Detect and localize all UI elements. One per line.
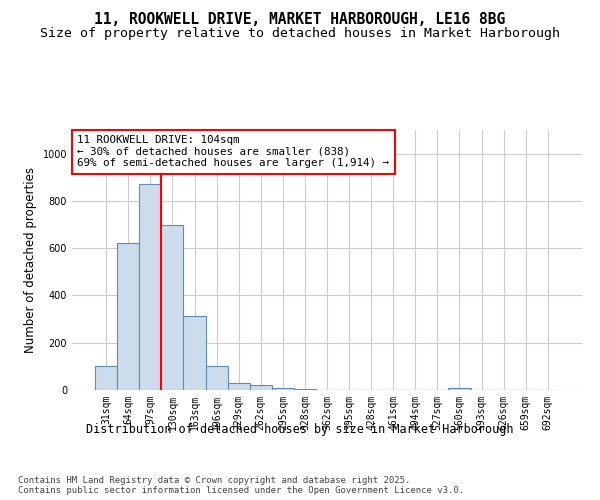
Bar bbox=[227, 383, 250, 390]
Text: Contains HM Land Registry data © Crown copyright and database right 2025.
Contai: Contains HM Land Registry data © Crown c… bbox=[18, 476, 464, 495]
Y-axis label: Number of detached properties: Number of detached properties bbox=[24, 167, 37, 353]
Text: 11, ROOKWELL DRIVE, MARKET HARBOROUGH, LE16 8BG: 11, ROOKWELL DRIVE, MARKET HARBOROUGH, L… bbox=[94, 12, 506, 28]
Text: Size of property relative to detached houses in Market Harborough: Size of property relative to detached ho… bbox=[40, 28, 560, 40]
Bar bbox=[139, 184, 161, 390]
Bar bbox=[161, 224, 184, 390]
Bar bbox=[206, 366, 227, 390]
Bar bbox=[294, 389, 316, 390]
Bar bbox=[272, 388, 294, 390]
Text: 11 ROOKWELL DRIVE: 104sqm
← 30% of detached houses are smaller (838)
69% of semi: 11 ROOKWELL DRIVE: 104sqm ← 30% of detac… bbox=[77, 135, 389, 168]
Bar bbox=[448, 388, 470, 390]
Bar bbox=[184, 316, 206, 390]
Bar bbox=[250, 386, 272, 390]
Bar bbox=[117, 243, 139, 390]
Bar bbox=[95, 366, 117, 390]
Text: Distribution of detached houses by size in Market Harborough: Distribution of detached houses by size … bbox=[86, 422, 514, 436]
